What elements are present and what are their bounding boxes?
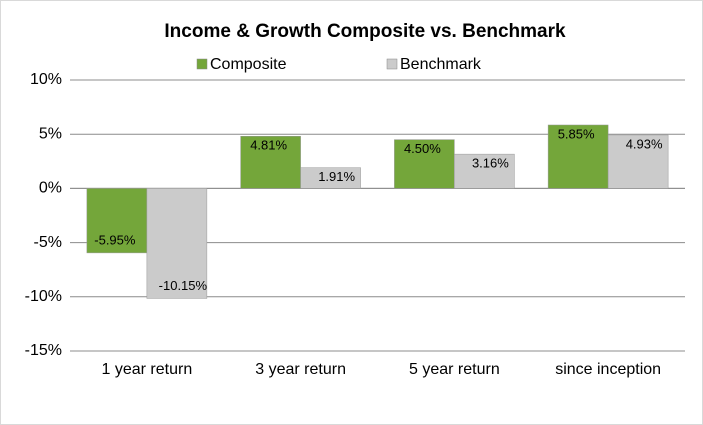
bar (607, 134, 669, 189)
data-label: 1.91% (318, 169, 355, 184)
y-tick-label: 10% (30, 71, 62, 88)
data-label: -10.15% (159, 278, 208, 293)
legend-swatch (386, 58, 398, 70)
y-tick-label: 5% (39, 125, 62, 142)
bar (300, 167, 361, 189)
y-tick-label: 0% (39, 180, 62, 197)
legend-swatch (196, 58, 208, 70)
legend-label: Composite (210, 56, 287, 73)
x-tick-label: 1 year return (102, 361, 193, 378)
data-label: -5.95% (94, 232, 136, 247)
legend-label: Benchmark (400, 56, 482, 73)
y-tick-label: -15% (25, 342, 62, 359)
x-tick-label: 5 year return (409, 361, 500, 378)
data-label: 3.16% (472, 156, 509, 171)
bar (394, 139, 455, 189)
bar (86, 188, 148, 254)
bar (454, 153, 515, 189)
data-label: 4.81% (250, 138, 287, 153)
x-tick-label: 3 year return (255, 361, 346, 378)
data-label: 5.85% (558, 126, 595, 141)
bar (240, 136, 301, 189)
y-tick-label: -10% (25, 288, 62, 305)
bar (146, 188, 208, 299)
bar (547, 124, 609, 189)
x-tick-label: since inception (555, 361, 661, 378)
y-tick-label: -5% (34, 234, 62, 251)
chart-title: Income & Growth Composite vs. Benchmark (164, 21, 566, 42)
data-label: 4.50% (404, 141, 441, 156)
data-label: 4.93% (626, 136, 663, 151)
